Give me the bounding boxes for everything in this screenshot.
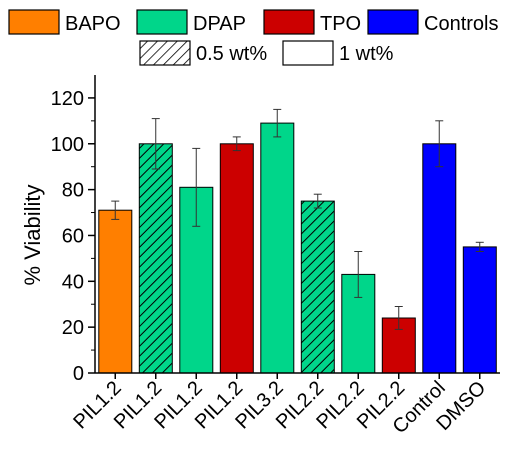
legend-label-hatched: 0.5 wt%	[196, 43, 267, 65]
y-tick-label: 60	[62, 225, 84, 247]
legend-swatch-bapo	[8, 9, 60, 35]
legend-item-hatched: 0.5 wt%	[139, 40, 267, 66]
y-axis-title: % Viability	[20, 184, 45, 285]
y-axis: 0 20 40 60 80 100 120	[51, 75, 96, 385]
error-bar-4	[232, 136, 241, 152]
error-bar-9	[435, 120, 444, 168]
error-bar-6	[313, 193, 322, 209]
legend-swatch-dpap	[136, 9, 188, 35]
y-tick-label: 20	[62, 317, 84, 339]
y-tick-label: 0	[73, 363, 84, 385]
y-tick-label: 80	[62, 180, 84, 202]
y-tick-label: 100	[51, 134, 84, 156]
bar-10	[462, 246, 497, 374]
error-bar-7	[354, 251, 363, 298]
legend-label-dpap: DPAP	[193, 13, 246, 35]
error-bar-10	[475, 241, 484, 252]
bar-9	[422, 143, 457, 374]
legend-label-controls: Controls	[424, 13, 498, 35]
bar-2	[138, 143, 173, 374]
bar-5	[260, 122, 295, 374]
bars	[98, 122, 497, 374]
legend-label-tpo: TPO	[320, 13, 361, 35]
bar-6	[300, 200, 335, 374]
y-tick-label: 120	[51, 88, 84, 110]
error-bar-5	[273, 108, 282, 138]
error-bar-1	[111, 200, 120, 220]
error-bar-2	[151, 118, 160, 170]
y-tick-label: 40	[62, 271, 84, 293]
legend-swatch-hatched	[139, 40, 191, 66]
legend-item-dpap: DPAP	[136, 9, 246, 35]
legend-swatch-solid	[282, 40, 334, 66]
legend-label-bapo: BAPO	[65, 13, 121, 35]
x-axis: PIL1.2PIL1.2PIL1.2PIL1.2PIL3.2PIL2.2PIL2…	[69, 372, 500, 438]
legend-item-tpo: TPO	[263, 9, 361, 35]
legend-swatch-controls	[367, 9, 419, 35]
bar-1	[98, 209, 133, 374]
error-bar-3	[192, 147, 201, 227]
error-bars	[111, 108, 484, 330]
error-bar-8	[394, 306, 403, 330]
legend: BAPO DPAP TPO Controls 0.5 wt% 1 wt%	[8, 9, 498, 66]
bar-4	[219, 143, 254, 374]
legend-swatch-tpo	[263, 9, 315, 35]
legend-item-solid: 1 wt%	[282, 40, 394, 66]
legend-label-solid: 1 wt%	[339, 43, 394, 65]
legend-item-controls: Controls	[367, 9, 498, 35]
legend-item-bapo: BAPO	[8, 9, 121, 35]
